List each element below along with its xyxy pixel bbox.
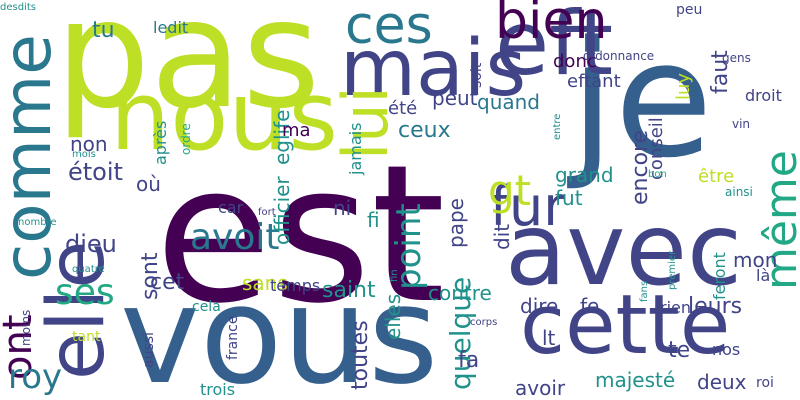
word-dire: dire (520, 294, 559, 318)
word-feront: feront (710, 252, 729, 300)
word-soit: soit (469, 62, 485, 88)
word-fut: fut (555, 186, 583, 210)
word-fe: fe (580, 294, 600, 318)
word-quand: quand (477, 90, 540, 114)
word-avoir: avoir (515, 376, 566, 400)
word-temps: temps (270, 276, 321, 295)
word-fa: fa (458, 348, 480, 373)
word-quatre: quatre (72, 264, 105, 275)
word-rien: rien (660, 298, 692, 317)
word-vous: vous (120, 257, 439, 400)
word-avoit: avoit (190, 217, 280, 258)
word-fin: fin (389, 269, 400, 282)
word-gens: gens (722, 51, 751, 65)
word-ma: ma (282, 120, 311, 141)
word-luy: luy (673, 72, 694, 100)
word-majesté: majesté (595, 368, 676, 392)
word-fi: fi (367, 208, 380, 232)
word-peu: peu (676, 2, 703, 18)
word-pas: pas (55, 0, 321, 142)
word-saint: saint (322, 278, 376, 303)
word-pape: pape (444, 198, 468, 248)
word-avec: avec (505, 191, 742, 308)
word-dieu: dieu (65, 230, 117, 258)
word-étoit: étoit (68, 158, 123, 186)
word-bon: bon (648, 169, 667, 180)
word-où: où (136, 172, 161, 196)
word-entre: entre (552, 113, 563, 140)
word-ses: ses (55, 272, 115, 313)
word-vin: vin (732, 117, 751, 131)
word-là: là (756, 266, 771, 285)
word-peut: peut (432, 86, 478, 110)
word-fans: fans (639, 280, 650, 302)
word-été: été (388, 98, 418, 119)
word-grand: grand (555, 163, 614, 187)
word-ceux: ceux (398, 118, 451, 143)
word-nos: nos (712, 340, 741, 359)
word-moins: moins (19, 309, 33, 346)
word-mais: mais (340, 24, 527, 114)
word-être: être (698, 166, 735, 187)
word-gt: gt (488, 166, 532, 215)
word-cette: cette (520, 278, 731, 373)
word-droit: droit (745, 86, 782, 105)
word-ordonnance: ordonnance (583, 49, 655, 63)
word-roy: roy (8, 357, 63, 397)
word-je: je (570, 6, 713, 193)
word-fur: fur (490, 175, 566, 238)
word-ainsi: ainsi (725, 185, 753, 199)
word-leurs: leurs (688, 294, 743, 319)
word-après: après (151, 120, 170, 165)
word-te: te (668, 338, 691, 363)
word-nous: nous (110, 62, 339, 172)
word-encore: encore (628, 129, 653, 205)
word-tu: tu (92, 18, 115, 43)
word-elles: elles (381, 293, 405, 340)
word-ces: ces (345, 0, 433, 56)
word-cela: cela (192, 299, 221, 315)
word-eft: eft (495, 0, 614, 95)
word-cet: cet (150, 270, 185, 295)
word-corps: corps (470, 317, 498, 328)
word-fort: fort (258, 207, 276, 218)
word-france: france (225, 315, 241, 360)
word-ordre: ordre (179, 123, 193, 155)
word-donc: donc (553, 51, 597, 72)
word-lt: lt (542, 326, 556, 350)
word-desdits: desdits (0, 2, 36, 13)
word-deux: deux (697, 370, 747, 394)
word-toutes: toutes (348, 320, 373, 390)
word-comme: comme (0, 34, 66, 280)
word-tant: tant (72, 329, 101, 345)
word-sans: sans (242, 271, 288, 295)
word-mois: mois (72, 149, 96, 160)
word-trois: trois (200, 380, 236, 399)
word-non: non (70, 132, 108, 156)
word-ni: ni (333, 196, 352, 220)
word-jamais: jamais (346, 122, 365, 175)
word-car: car (218, 198, 244, 217)
word-nombre: nombre (18, 217, 57, 228)
word-sont: sont (138, 252, 163, 301)
word-roi: roi (756, 375, 774, 391)
word-mon: mon (733, 248, 778, 272)
word-eftant: eftant (567, 71, 621, 92)
word-aussi: aussi (141, 332, 157, 368)
word-dit: dit (490, 223, 514, 250)
word-bien: bien (495, 0, 608, 51)
word-premier: premier (667, 250, 678, 290)
word-contre: contre (428, 281, 492, 305)
word-est: est (155, 124, 446, 345)
word-ledit: ledit (153, 18, 189, 37)
